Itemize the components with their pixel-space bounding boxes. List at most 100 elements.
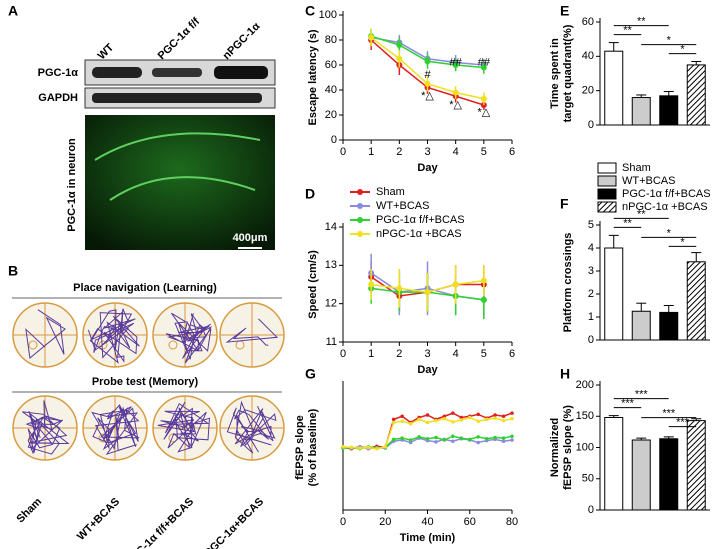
point <box>452 281 459 288</box>
annotation: *△ <box>449 99 462 111</box>
point <box>425 413 430 417</box>
row-title: Place navigation (Learning) <box>73 282 217 294</box>
group-label: nPGC-1α+BCAS <box>198 496 266 549</box>
trajectory <box>87 308 140 364</box>
y-axis-label: (% of baseline) <box>307 408 319 486</box>
point <box>417 435 421 439</box>
bar <box>659 95 679 126</box>
point <box>341 445 345 449</box>
legend-label: PGC-1α f/f+BCAS <box>376 214 465 226</box>
point <box>501 418 506 423</box>
legend-swatch <box>597 201 617 213</box>
trajectory <box>157 401 211 453</box>
point <box>349 445 354 450</box>
sig-label: ** <box>623 25 632 37</box>
y-tick-label: 14 <box>325 221 337 233</box>
point <box>383 445 388 449</box>
point <box>396 42 403 48</box>
bar <box>631 310 651 341</box>
point <box>368 34 375 41</box>
trajectory <box>165 312 213 364</box>
point <box>484 417 489 422</box>
point <box>391 437 396 442</box>
y-tick-label: 100 <box>319 9 337 21</box>
legend-marker <box>357 231 363 237</box>
y-tick-label: 0 <box>588 334 594 346</box>
point <box>476 412 481 417</box>
panel-label: D <box>305 186 315 202</box>
point <box>459 415 464 420</box>
point <box>452 89 459 96</box>
bar <box>631 97 651 126</box>
legend-marker <box>357 203 363 209</box>
point <box>425 436 430 441</box>
point <box>434 435 438 440</box>
point <box>442 438 447 442</box>
point <box>493 435 497 440</box>
point <box>425 420 430 425</box>
group-label: Sham <box>14 496 44 526</box>
bar <box>686 261 706 341</box>
point <box>358 446 362 450</box>
sig-label: * <box>667 227 672 239</box>
x-tick-label: 1 <box>368 146 374 158</box>
point <box>434 440 438 444</box>
point <box>493 416 497 420</box>
trajectory <box>91 404 140 456</box>
x-tick-label: 3 <box>424 146 430 158</box>
point <box>396 55 403 62</box>
point <box>476 440 481 445</box>
point <box>400 414 404 419</box>
point <box>400 436 404 440</box>
point <box>501 414 506 419</box>
point <box>480 64 487 71</box>
panel-label: H <box>560 366 570 382</box>
x-tick-label: 80 <box>506 516 518 528</box>
band <box>152 68 202 77</box>
y-axis-label: Speed (cm/s) <box>307 250 319 319</box>
point <box>480 95 487 102</box>
y-tick-label: 50 <box>582 473 594 485</box>
trajectory <box>25 309 66 359</box>
panel-label: B <box>8 263 18 279</box>
x-tick-label: 0 <box>340 146 346 158</box>
x-tick-label: 4 <box>453 348 459 360</box>
point <box>408 440 413 445</box>
micrograph <box>85 115 275 250</box>
row-label: GAPDH <box>38 92 78 104</box>
point <box>375 446 379 451</box>
scale-label: 400μm <box>233 232 268 244</box>
y-tick-label: 40 <box>582 50 594 62</box>
point <box>400 419 404 424</box>
y-tick-label: 80 <box>325 34 337 46</box>
y-tick-label: 1 <box>588 311 594 323</box>
point <box>434 418 438 423</box>
point <box>467 415 472 420</box>
platform <box>28 340 38 350</box>
point <box>459 418 464 422</box>
y-tick-label: 0 <box>588 504 594 516</box>
point <box>476 419 481 424</box>
x-tick-label: 6 <box>509 348 515 360</box>
annotation: ## <box>478 56 491 68</box>
point <box>476 435 481 439</box>
point <box>467 437 472 442</box>
lane-label: PGC-1α f/f <box>156 15 203 62</box>
x-tick-label: 3 <box>424 348 430 360</box>
band <box>92 67 142 78</box>
sig-label: *** <box>662 408 676 420</box>
point <box>451 420 455 424</box>
panel-label: F <box>560 196 569 212</box>
sig-label: *** <box>635 389 649 401</box>
annotation: *△ <box>477 106 490 118</box>
lane-label: nPGC-1α <box>221 20 263 62</box>
sig-label: ** <box>623 217 632 229</box>
y-axis-label: Platform crossings <box>562 233 574 333</box>
legend-swatch <box>597 175 617 187</box>
point <box>424 58 431 65</box>
y-axis-label: Escape latency (s) <box>307 29 319 125</box>
point <box>368 281 375 288</box>
sig-label: ** <box>637 16 646 28</box>
point <box>452 62 459 68</box>
